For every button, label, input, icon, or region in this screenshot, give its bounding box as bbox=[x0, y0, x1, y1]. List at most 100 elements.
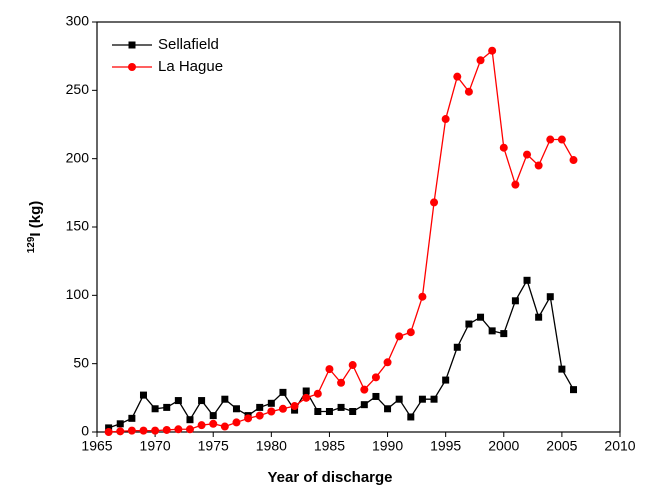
marker bbox=[220, 422, 229, 431]
marker bbox=[162, 425, 171, 434]
marker bbox=[291, 406, 299, 414]
marker bbox=[557, 135, 566, 144]
marker bbox=[302, 393, 311, 402]
marker bbox=[302, 387, 310, 395]
marker bbox=[337, 403, 345, 411]
marker bbox=[418, 395, 426, 403]
marker bbox=[186, 416, 194, 424]
legend-label: Sellafield bbox=[158, 36, 219, 53]
plot-frame bbox=[96, 21, 621, 433]
marker bbox=[313, 389, 322, 398]
marker bbox=[151, 405, 159, 413]
y-tick-label: 0 bbox=[81, 423, 89, 439]
marker bbox=[383, 358, 392, 367]
marker bbox=[128, 414, 136, 422]
marker bbox=[209, 412, 217, 420]
marker bbox=[500, 330, 508, 338]
y-axis-label-sup: 129 bbox=[26, 236, 37, 253]
marker bbox=[279, 388, 287, 396]
marker bbox=[371, 373, 380, 382]
x-tick-label: 2000 bbox=[488, 438, 519, 454]
y-axis-label-text: I (kg) bbox=[27, 201, 44, 237]
x-tick-label: 2010 bbox=[604, 438, 635, 454]
marker bbox=[163, 403, 171, 411]
x-tick-label: 1995 bbox=[430, 438, 461, 454]
marker bbox=[418, 292, 427, 301]
x-tick-label: 1990 bbox=[372, 438, 403, 454]
marker bbox=[535, 313, 543, 321]
x-tick-label: 1970 bbox=[140, 438, 171, 454]
marker bbox=[267, 407, 276, 416]
marker bbox=[255, 411, 264, 420]
marker bbox=[523, 276, 531, 284]
marker bbox=[488, 327, 496, 335]
marker bbox=[569, 156, 578, 165]
marker bbox=[174, 397, 182, 405]
y-tick-label: 100 bbox=[66, 286, 90, 302]
marker bbox=[290, 402, 299, 411]
marker bbox=[325, 365, 334, 374]
marker bbox=[546, 135, 555, 144]
marker bbox=[244, 414, 253, 423]
marker bbox=[105, 424, 113, 432]
marker bbox=[267, 399, 275, 407]
marker bbox=[139, 426, 148, 435]
marker bbox=[523, 150, 532, 159]
marker bbox=[464, 87, 473, 96]
marker bbox=[348, 361, 357, 370]
marker bbox=[546, 293, 554, 301]
marker bbox=[278, 404, 287, 413]
marker bbox=[477, 313, 485, 321]
marker bbox=[174, 425, 183, 434]
marker bbox=[256, 403, 264, 411]
marker bbox=[139, 391, 147, 399]
marker bbox=[349, 408, 357, 415]
y-tick-label: 150 bbox=[66, 218, 90, 234]
marker bbox=[314, 408, 322, 415]
marker bbox=[570, 386, 578, 394]
x-tick-label: 1985 bbox=[314, 438, 345, 454]
marker bbox=[558, 365, 566, 373]
y-tick-label: 50 bbox=[73, 354, 89, 370]
marker bbox=[232, 418, 241, 427]
marker bbox=[465, 320, 473, 328]
marker bbox=[197, 421, 206, 430]
marker bbox=[441, 115, 450, 124]
marker bbox=[395, 395, 403, 403]
marker bbox=[360, 385, 369, 394]
marker bbox=[232, 405, 240, 413]
y-tick-label: 300 bbox=[66, 13, 90, 29]
y-axis-label: 129I (kg) bbox=[26, 201, 44, 254]
y-tick-label: 200 bbox=[66, 149, 90, 165]
marker bbox=[198, 397, 206, 405]
marker bbox=[442, 376, 450, 384]
marker bbox=[406, 328, 415, 337]
x-tick-label: 2005 bbox=[546, 438, 577, 454]
y-tick-label: 250 bbox=[66, 81, 90, 97]
marker bbox=[185, 425, 194, 434]
series-line bbox=[108, 49, 575, 433]
marker bbox=[395, 332, 404, 341]
marker bbox=[453, 343, 461, 351]
legend-marker bbox=[128, 41, 136, 49]
marker bbox=[384, 405, 392, 413]
marker bbox=[325, 408, 333, 415]
marker bbox=[511, 297, 519, 305]
legend-marker bbox=[128, 63, 136, 71]
marker bbox=[407, 413, 415, 421]
marker bbox=[511, 180, 520, 189]
marker bbox=[221, 395, 229, 403]
marker bbox=[151, 426, 160, 435]
x-tick-label: 1965 bbox=[81, 438, 112, 454]
marker bbox=[127, 426, 136, 435]
legend-label: La Hague bbox=[158, 58, 223, 75]
marker bbox=[430, 198, 439, 207]
marker bbox=[488, 46, 497, 55]
marker bbox=[476, 56, 485, 65]
marker bbox=[116, 420, 124, 428]
marker bbox=[430, 395, 438, 403]
marker bbox=[104, 428, 113, 436]
x-tick-label: 1980 bbox=[256, 438, 287, 454]
marker bbox=[453, 72, 462, 81]
